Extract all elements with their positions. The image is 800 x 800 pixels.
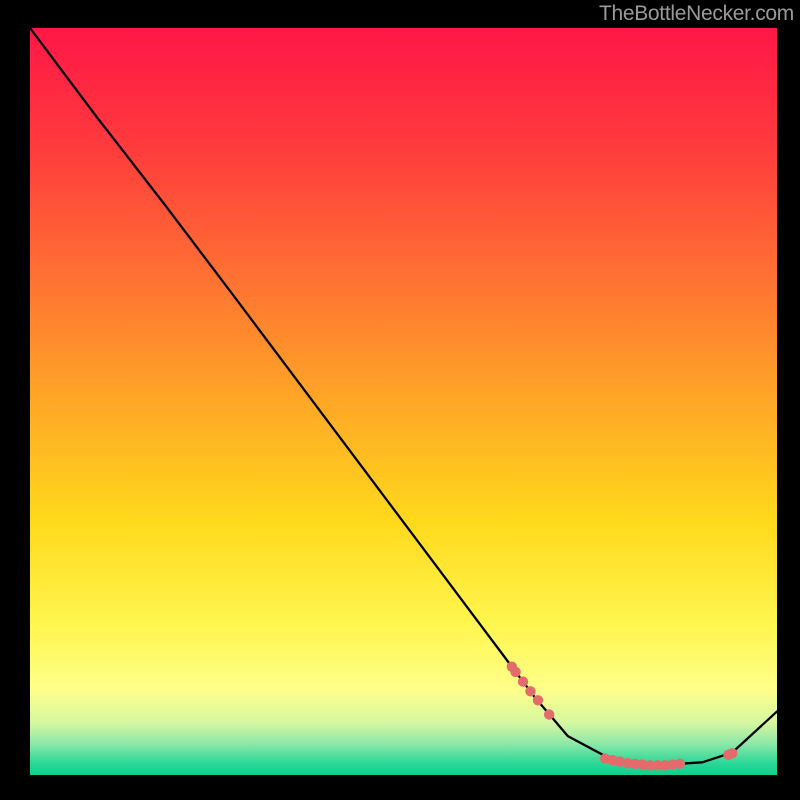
gradient-background: [30, 28, 777, 775]
data-marker: [518, 676, 528, 686]
data-marker: [727, 748, 737, 758]
data-marker: [510, 667, 520, 677]
data-marker: [544, 709, 554, 719]
bottleneck-chart-svg: [30, 28, 777, 775]
chart-plot-area: [30, 28, 777, 775]
data-marker: [675, 759, 685, 769]
data-marker: [525, 686, 535, 696]
data-marker: [533, 695, 543, 705]
watermark-text: TheBottleNecker.com: [599, 2, 794, 26]
